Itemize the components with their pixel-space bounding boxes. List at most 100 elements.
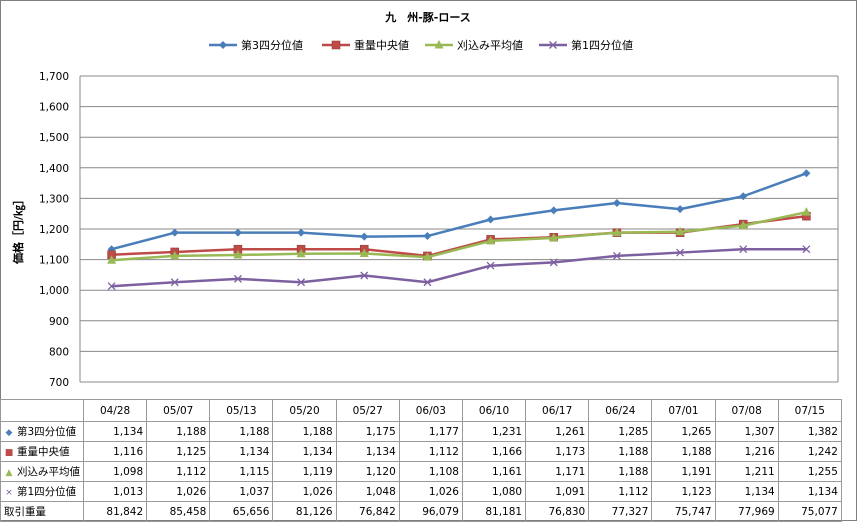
y-axis-label: 価格［円/㎏］ — [11, 194, 26, 265]
table-cell: 1,188 — [651, 441, 716, 462]
table-cell: 1,112 — [398, 441, 463, 462]
table-cell: 81,842 — [82, 501, 148, 522]
row-label-text: 刈込み平均値 — [17, 466, 80, 478]
x-category-label: 05/07 — [146, 399, 211, 422]
series-line-1 — [111, 172, 807, 251]
legend-key-icon: ▲ — [5, 468, 13, 478]
data-point-s1 — [676, 205, 685, 214]
table-cell: 1,026 — [398, 481, 463, 502]
table-cell: 1,242 — [777, 441, 842, 462]
data-point-s4 — [423, 278, 432, 287]
data-point-s1 — [170, 228, 179, 237]
data-point-s4 — [170, 278, 179, 287]
table-cell: 1,048 — [335, 481, 400, 502]
table-cell: 1,188 — [272, 421, 337, 442]
table-cell: 1,134 — [335, 441, 400, 462]
data-point-s1 — [802, 169, 811, 178]
table-cell: 1,191 — [651, 461, 716, 482]
table-cell: 1,123 — [651, 481, 716, 502]
y-tick-label: 1,300 — [39, 193, 69, 205]
table-cell: 1,231 — [461, 421, 527, 442]
data-point-s3 — [296, 248, 306, 258]
data-point-s3 — [612, 227, 622, 237]
y-tick-label: 1,600 — [39, 102, 69, 114]
row-label-text: 第3四分位値 — [17, 426, 77, 438]
data-point-s3 — [801, 207, 811, 216]
row-label-2: ■ 重量中央値 — [0, 441, 84, 462]
y-tick-label: 1,700 — [39, 71, 69, 83]
data-point-s4 — [486, 261, 495, 270]
data-point-s1 — [612, 198, 621, 207]
table-row: ■ 重量中央値 1,116 1,125 1,134 1,134 1,134 1,112 1,16… — [0, 441, 842, 462]
table-cell: 1,173 — [525, 441, 590, 462]
row-label-text: 第1四分位値 — [17, 486, 77, 498]
table-cell: 1,188 — [146, 421, 211, 442]
x-category-label: 05/13 — [209, 399, 274, 422]
data-point-s1 — [549, 206, 558, 215]
table-cell: 1,080 — [461, 481, 527, 502]
data-point-s4 — [612, 251, 621, 260]
table-cell: 1,255 — [777, 461, 842, 482]
y-tick-label: 1,100 — [39, 255, 69, 267]
table-cell: 1,134 — [272, 441, 337, 462]
table-cell: 1,265 — [651, 421, 716, 442]
table-cell: 65,656 — [209, 501, 274, 522]
line-chart: 九 州-豚-ロース 700 800 900 1,000 1,100 1,200 1,300 1,… — [11, 10, 839, 389]
row-label-text: 重量中央値 — [17, 446, 70, 458]
data-point-s4 — [549, 258, 558, 267]
legend-key-icon: ■ — [4, 448, 14, 458]
data-point-s3 — [359, 248, 369, 257]
y-tick-label: 1,500 — [39, 132, 69, 144]
data-point-s1 — [486, 215, 495, 224]
table-cell: 75,747 — [651, 501, 716, 522]
table-cell: 1,120 — [335, 461, 400, 482]
x-category-label: 06/03 — [398, 399, 463, 422]
x-category-label: 07/15 — [777, 399, 842, 422]
table-cell: 1,161 — [461, 461, 527, 482]
x-category-label: 04/28 — [82, 399, 148, 422]
table-row: ▲ 刈込み平均値 1,098 1,112 1,115 1,119 1,120 1,108 1,1… — [0, 461, 842, 482]
table-cell: 1,171 — [525, 461, 590, 482]
table-header-row: 04/28 05/07 05/13 05/20 05/27 06/03 06/10 06/17… — [0, 399, 842, 422]
series-line-4 — [111, 247, 807, 288]
data-point-s3 — [675, 226, 685, 236]
y-tick-label: 1,200 — [39, 224, 69, 236]
table-cell: 85,458 — [146, 501, 211, 522]
x-category-label: 07/08 — [714, 399, 779, 422]
table-cell: 1,188 — [588, 441, 653, 462]
table-cell: 1,134 — [82, 421, 148, 442]
data-point-s3 — [422, 252, 432, 261]
table-cell: 1,134 — [714, 481, 779, 502]
table-cell: 1,134 — [209, 441, 274, 462]
table-row-volume: 取引重量 81,842 85,458 65,656 81,126 76,842 96,079… — [0, 501, 842, 522]
legend-label-2: 重量中央値 — [354, 38, 409, 52]
table-cell: 1,382 — [777, 421, 842, 442]
legend-marker-1 — [219, 41, 227, 49]
table-cell: 81,181 — [461, 501, 527, 522]
table-cell: 1,188 — [588, 461, 653, 482]
data-point-s4 — [802, 245, 811, 254]
x-category-label: 06/24 — [588, 399, 653, 422]
y-tick-label: 1,400 — [39, 163, 69, 175]
legend-key-icon: ◆ — [5, 428, 13, 438]
legend-key-icon: × — [5, 488, 13, 498]
table-cell: 1,211 — [714, 461, 779, 482]
table-cell: 77,969 — [714, 501, 779, 522]
table-cell: 1,216 — [714, 441, 779, 462]
data-point-s4 — [107, 282, 116, 291]
table-cell: 1,026 — [146, 481, 211, 502]
x-category-label: 06/10 — [461, 399, 527, 422]
table-cell: 1,134 — [777, 481, 842, 502]
x-category-label: 06/17 — [525, 399, 590, 422]
row-label-1: ◆ 第3四分位値 — [0, 421, 84, 442]
legend-label-1: 第3四分位値 — [241, 38, 303, 52]
table-cell: 1,116 — [82, 441, 148, 462]
y-tick-label: 900 — [49, 316, 69, 328]
table-cell: 1,091 — [525, 481, 590, 502]
y-tick-label: 700 — [49, 377, 69, 389]
data-point-s3 — [107, 255, 117, 264]
legend-label-3: 刈込み平均値 — [457, 39, 523, 52]
data-point-s1 — [360, 232, 369, 241]
data-point-s4 — [739, 245, 748, 254]
table-cell: 1,175 — [335, 421, 400, 442]
